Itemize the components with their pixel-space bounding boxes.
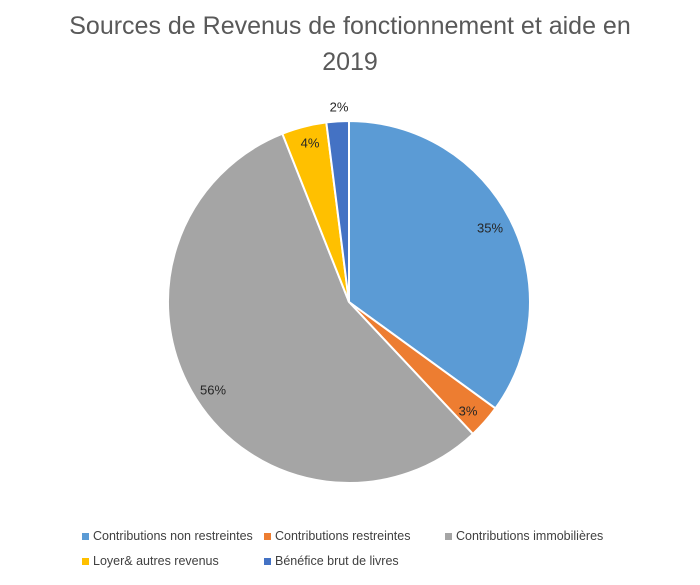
chart-title: Sources de Revenus de fonctionnement et … — [0, 8, 700, 80]
legend-item-5: Bénéfice brut de livres — [264, 554, 399, 568]
legend-item-2: Contributions restreintes — [264, 529, 410, 543]
legend-item-4: Loyer& autres revenus — [82, 554, 219, 568]
data-label-1: 35% — [477, 220, 503, 235]
data-label-4: 4% — [301, 135, 320, 150]
legend-label: Contributions non restreintes — [93, 529, 253, 543]
legend-label: Loyer& autres revenus — [93, 554, 219, 568]
legend-label: Contributions restreintes — [275, 529, 411, 543]
legend-item-3: Contributions immobilières — [445, 529, 603, 543]
legend-swatch — [82, 557, 89, 565]
legend-swatch — [264, 532, 271, 540]
legend-swatch — [445, 532, 452, 540]
pie-slice-1 — [348, 119, 531, 410]
pie-slice-3 — [167, 132, 475, 484]
chart-title-line-2: 2019 — [322, 48, 378, 76]
legend-label: Contributions immobilières — [456, 529, 604, 543]
legend-item-1: Contributions non restreintes — [82, 529, 253, 543]
data-label-5: 2% — [330, 99, 349, 114]
data-label-2: 3% — [459, 403, 478, 418]
chart-title-line-1: Sources de Revenus de fonctionnement et … — [69, 12, 631, 40]
data-label-3: 56% — [200, 382, 226, 397]
legend-swatch — [82, 532, 89, 540]
pie-slice-5 — [325, 119, 350, 303]
legend-swatch — [264, 557, 271, 565]
legend-label: Bénéfice brut de livres — [275, 554, 399, 568]
